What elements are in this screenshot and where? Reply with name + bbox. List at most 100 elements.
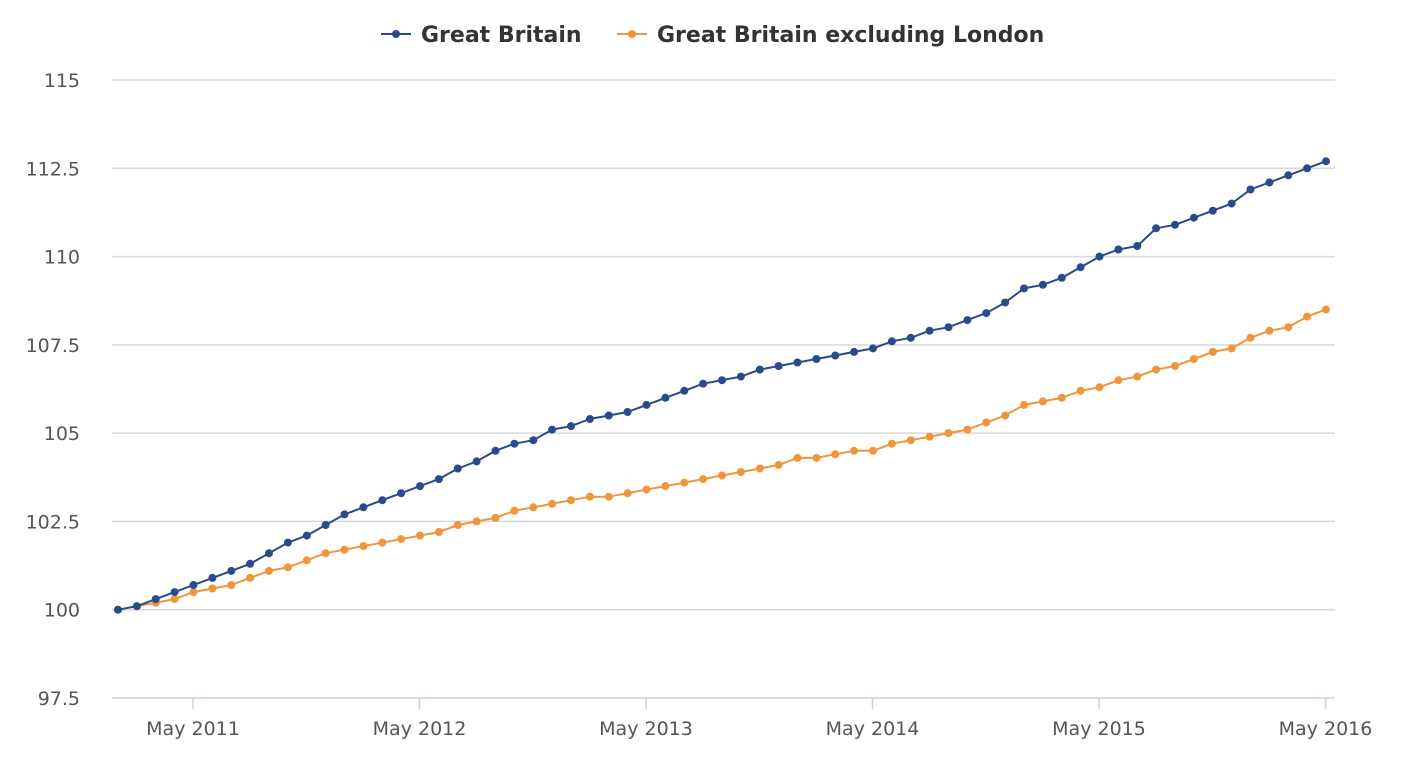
data-point[interactable] [718, 376, 726, 385]
legend-item-great-britain-excluding-london[interactable]: Great Britain excluding London [617, 23, 1044, 48]
data-point[interactable] [585, 415, 594, 423]
data-point[interactable] [1246, 185, 1255, 194]
data-point[interactable] [623, 408, 632, 416]
data-point[interactable] [340, 510, 349, 519]
data-point[interactable] [378, 538, 387, 547]
data-point[interactable] [982, 418, 991, 427]
data-point[interactable] [831, 450, 840, 459]
data-point[interactable] [321, 521, 330, 529]
data-point[interactable] [340, 545, 349, 554]
data-point[interactable] [302, 556, 311, 565]
data-point[interactable] [529, 503, 538, 512]
data-point[interactable] [472, 517, 481, 526]
data-point[interactable] [1095, 252, 1104, 261]
data-point[interactable] [887, 337, 896, 346]
data-point[interactable] [680, 478, 689, 487]
data-point[interactable] [642, 400, 651, 409]
data-point[interactable] [132, 602, 141, 611]
data-point[interactable] [283, 538, 292, 547]
data-point[interactable] [661, 482, 670, 491]
data-point[interactable] [680, 386, 689, 395]
data-point[interactable] [170, 588, 179, 597]
data-point[interactable] [1322, 157, 1330, 166]
data-point[interactable] [283, 563, 292, 572]
data-point[interactable] [1020, 284, 1028, 293]
data-point[interactable] [1303, 164, 1312, 173]
data-point[interactable] [1001, 411, 1010, 420]
data-point[interactable] [548, 499, 557, 508]
data-point[interactable] [1208, 206, 1217, 215]
data-point[interactable] [736, 372, 745, 381]
data-point[interactable] [1038, 397, 1047, 406]
data-point[interactable] [208, 573, 217, 582]
data-point[interactable] [1057, 393, 1066, 402]
data-point[interactable] [585, 492, 594, 501]
data-point[interactable] [491, 446, 500, 455]
data-point[interactable] [1076, 386, 1085, 395]
data-point[interactable] [170, 595, 179, 604]
data-point[interactable] [510, 439, 519, 448]
data-point[interactable] [1076, 263, 1085, 272]
data-point[interactable] [944, 323, 953, 332]
data-point[interactable] [246, 573, 255, 582]
data-point[interactable] [567, 422, 575, 431]
data-point[interactable] [623, 489, 632, 498]
data-point[interactable] [548, 425, 557, 434]
data-point[interactable] [1114, 245, 1123, 254]
data-point[interactable] [661, 393, 670, 402]
data-point[interactable] [1284, 171, 1293, 180]
data-point[interactable] [699, 379, 708, 388]
data-point[interactable] [416, 482, 424, 491]
data-point[interactable] [189, 588, 198, 597]
data-point[interactable] [529, 436, 538, 445]
data-point[interactable] [699, 475, 708, 484]
data-point[interactable] [793, 453, 802, 462]
data-point[interactable] [1133, 372, 1142, 381]
data-point[interactable] [453, 464, 462, 473]
data-point[interactable] [1322, 305, 1330, 314]
data-point[interactable] [1133, 242, 1142, 250]
data-point[interactable] [944, 429, 953, 438]
data-point[interactable] [1020, 400, 1028, 409]
data-point[interactable] [1227, 199, 1236, 208]
data-point[interactable] [1303, 312, 1312, 321]
data-point[interactable] [397, 489, 406, 498]
legend-item-great-britain[interactable]: Great Britain [381, 23, 582, 48]
data-point[interactable] [265, 549, 273, 558]
data-point[interactable] [491, 513, 500, 522]
data-point[interactable] [510, 506, 519, 515]
data-point[interactable] [1189, 355, 1198, 363]
data-point[interactable] [416, 531, 424, 540]
data-point[interactable] [1284, 323, 1293, 332]
data-point[interactable] [1171, 362, 1179, 370]
data-point[interactable] [1265, 326, 1274, 335]
data-point[interactable] [812, 453, 821, 462]
data-point[interactable] [963, 425, 972, 434]
data-point[interactable] [567, 496, 575, 505]
data-point[interactable] [604, 411, 613, 420]
data-point[interactable] [850, 347, 859, 356]
data-point[interactable] [642, 485, 651, 494]
data-point[interactable] [604, 492, 613, 501]
data-point[interactable] [906, 333, 915, 342]
data-point[interactable] [434, 528, 443, 536]
data-point[interactable] [208, 584, 217, 593]
data-point[interactable] [1095, 383, 1104, 392]
data-point[interactable] [963, 316, 972, 325]
data-point[interactable] [906, 436, 915, 445]
data-point[interactable] [1152, 224, 1161, 233]
data-point[interactable] [246, 559, 255, 568]
data-point[interactable] [151, 595, 160, 604]
data-point[interactable] [1001, 298, 1010, 307]
data-point[interactable] [227, 566, 236, 575]
data-point[interactable] [736, 468, 745, 476]
data-point[interactable] [1114, 376, 1123, 385]
data-point[interactable] [1246, 333, 1255, 342]
data-point[interactable] [869, 446, 877, 455]
data-point[interactable] [793, 358, 802, 367]
data-point[interactable] [1171, 220, 1179, 229]
data-point[interactable] [1208, 347, 1217, 356]
data-point[interactable] [359, 542, 368, 551]
data-point[interactable] [472, 457, 481, 466]
data-point[interactable] [1038, 280, 1047, 289]
